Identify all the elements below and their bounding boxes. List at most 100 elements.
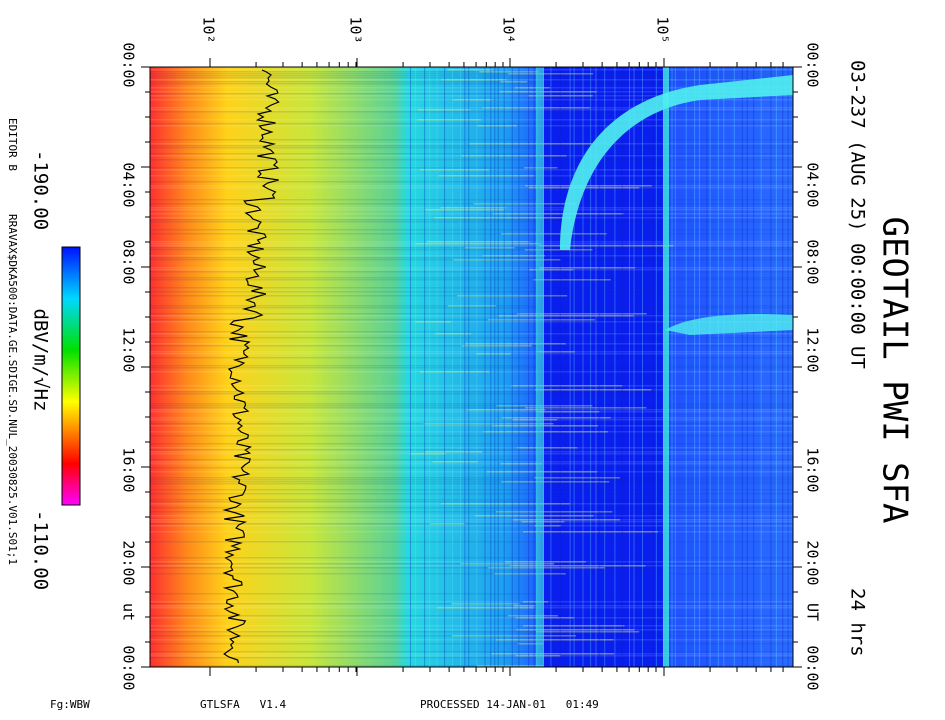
streak-hi (423, 423, 554, 425)
colorbar-unit: dBV/m/√Hz (30, 309, 52, 412)
time-label: 12:00 (804, 327, 822, 372)
streak-hi (528, 95, 593, 97)
streak-hi (515, 617, 574, 619)
streak-hi (534, 477, 620, 479)
time-label: 16:00 (804, 447, 822, 492)
streak (150, 233, 793, 235)
streak (150, 209, 793, 211)
streak (150, 187, 793, 189)
vline (629, 67, 631, 667)
streak (150, 615, 793, 617)
vline (604, 67, 606, 667)
vline (782, 67, 784, 667)
streak (150, 77, 793, 79)
streak (150, 605, 793, 607)
streak (150, 563, 793, 565)
streak-hi (430, 523, 466, 525)
streak (150, 81, 793, 83)
streak-hi (420, 169, 489, 171)
streak-hi (488, 567, 605, 569)
streak-hi (508, 73, 594, 75)
streak (150, 391, 793, 393)
streak (150, 199, 793, 201)
streak-hi (453, 259, 561, 261)
streak (150, 503, 793, 505)
streak-hi (494, 573, 566, 575)
streak (150, 519, 793, 521)
streak-hi (500, 463, 542, 465)
time-label: 00:00 (804, 645, 822, 690)
streak (150, 541, 793, 543)
streak-hi (539, 245, 674, 247)
streak-hi (492, 425, 598, 427)
streak (150, 287, 793, 289)
streak-hi (438, 175, 535, 177)
streak (150, 657, 793, 659)
streak (150, 389, 793, 391)
streak-hi (426, 241, 530, 243)
vline (573, 67, 575, 667)
streak-hi (469, 143, 594, 145)
streak-hi (410, 453, 446, 455)
vline (671, 67, 673, 667)
streak-hi (523, 625, 625, 627)
vline (582, 67, 584, 667)
vline (723, 67, 725, 667)
streak (150, 483, 793, 485)
streak-hi (516, 447, 578, 449)
vline (706, 67, 708, 667)
colorbar (61, 246, 81, 506)
streak (150, 139, 793, 141)
streak (150, 71, 793, 73)
streak (150, 531, 793, 533)
streak (150, 203, 793, 205)
vline (503, 67, 505, 667)
streak (150, 307, 793, 309)
editor: EDITOR B (6, 118, 19, 171)
streak-hi (461, 155, 567, 157)
streak (150, 119, 793, 121)
streak-hi (473, 203, 577, 205)
streak-hi (517, 643, 543, 645)
vline (709, 67, 711, 667)
streak (150, 567, 793, 569)
vline (652, 67, 654, 667)
vline (533, 67, 535, 667)
streak (150, 459, 793, 461)
streak (150, 653, 793, 655)
streak-hi (510, 565, 646, 567)
streak-hi (441, 79, 507, 81)
streak-hi (477, 665, 544, 667)
vline (436, 67, 438, 667)
vline (717, 67, 719, 667)
streak (150, 453, 793, 455)
streak (150, 467, 793, 469)
streak (150, 99, 793, 101)
streak (150, 259, 793, 261)
streak (150, 357, 793, 359)
streak-hi (534, 525, 561, 527)
streak (150, 499, 793, 501)
streak-hi (529, 269, 574, 271)
vline (621, 67, 623, 667)
streak (150, 93, 793, 95)
streak (150, 405, 793, 407)
file-name: RRAVAX$DKA500:DATA.GE.SDIGE.SD.NUL_20030… (6, 214, 19, 565)
vline (598, 67, 600, 667)
streak-hi (495, 639, 614, 641)
time-label: 16:00 (120, 447, 138, 492)
vline (741, 67, 743, 667)
streak (150, 481, 793, 483)
streak (150, 451, 793, 453)
streak-hi (502, 417, 611, 419)
streak (150, 561, 793, 563)
streak (150, 419, 793, 421)
streak (150, 69, 793, 71)
vline (444, 67, 446, 667)
streak-hi (417, 119, 481, 121)
streak (150, 557, 793, 559)
streak (150, 507, 793, 509)
vline (476, 67, 478, 667)
program: GTLSFA V1.4 (200, 698, 286, 711)
streak (150, 255, 793, 257)
